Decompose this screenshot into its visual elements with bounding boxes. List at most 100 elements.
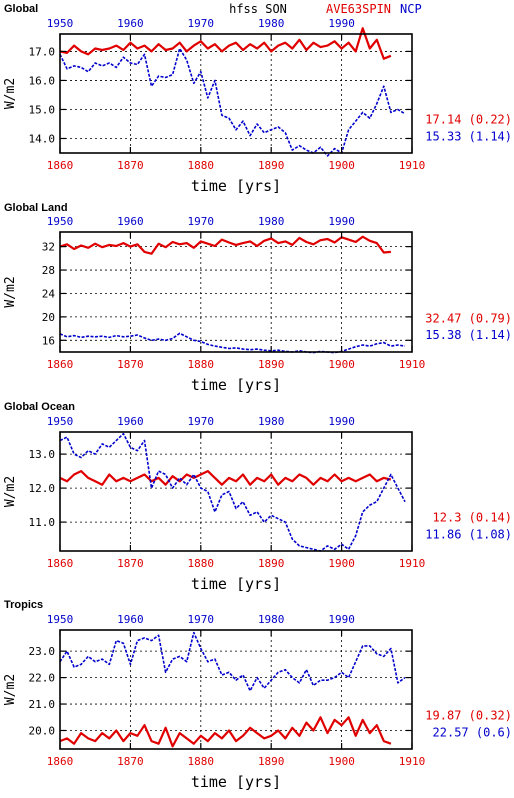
x-tick-label-top: 1950 [47,215,74,228]
x-tick-label-bottom: 1910 [399,755,426,768]
x-tick-label-bottom: 1880 [188,358,215,371]
y-axis-label: W/m2 [3,674,18,705]
y-tick-label: 32 [42,241,55,254]
x-tick-label-bottom: 1900 [328,358,355,371]
panel-title: Global [4,3,38,15]
y-tick-label: 21.0 [29,698,56,711]
panel-title: Tropics [4,599,43,611]
series-stat-label: 15.38 (1.14) [425,328,512,342]
series-line-ave63spin [59,235,391,255]
y-tick-label: 23.0 [29,645,56,658]
series-stat-label: 22.57 (0.6) [433,725,512,739]
y-tick-label: 13.0 [29,448,56,461]
y-tick-label: 15.0 [29,103,56,116]
model-a-label: AVE63SPIN [326,2,391,16]
panel-global-ocean: Global Ocean 12.3 (0.14) 11.86 (1.08) 1860… [3,401,512,593]
x-tick-label-bottom: 1890 [258,557,285,570]
x-tick-label-top: 1980 [258,613,285,626]
series-line-ave63spin [59,716,392,748]
variable-title: hfss SON [229,2,287,16]
panel-global-land: Global Land 32.47 (0.79) 15.38 (1.14) 1860… [3,202,512,394]
y-tick-label: 11.0 [29,516,56,529]
x-tick-label-bottom: 1910 [399,557,426,570]
x-tick-label-top: 1990 [328,215,355,228]
plot-frame [59,33,413,154]
x-tick-label-top: 1970 [188,215,215,228]
x-tick-label-bottom: 1890 [258,159,285,172]
panel-global: Global 17.14 (0.22) 15.33 (1.14) 1860 1870 1… [3,3,512,195]
x-tick-label-bottom: 1870 [117,159,144,172]
x-tick-label-top: 1950 [47,17,74,30]
x-axis-label: time [yrs] [191,376,281,394]
x-tick-label-top: 1960 [117,415,144,428]
y-tick-label: 24 [42,287,56,300]
series-stat-label: 19.87 (0.32) [425,709,512,723]
plot-frame [59,629,413,750]
series-line-ncp [59,631,406,692]
series-line-ave63spin [59,27,392,60]
x-tick-label-bottom: 1860 [47,755,74,768]
x-tick-label-bottom: 1870 [117,358,144,371]
model-b-label: NCP [400,2,422,16]
x-tick-label-bottom: 1860 [47,358,74,371]
series-line-ncp [59,332,406,354]
x-tick-label-top: 1950 [47,613,74,626]
x-tick-label-top: 1960 [117,613,144,626]
y-tick-label: 12.0 [29,482,56,495]
x-tick-label-bottom: 1900 [328,557,355,570]
x-tick-label-bottom: 1870 [117,755,144,768]
y-axis-label: W/m2 [3,476,18,507]
x-tick-label-bottom: 1880 [188,557,215,570]
series-stat-label: 15.33 (1.14) [425,129,512,143]
y-axis-label: W/m2 [3,276,18,307]
x-tick-label-bottom: 1870 [117,557,144,570]
x-tick-label-top: 1980 [258,215,285,228]
x-tick-label-top: 1970 [188,613,215,626]
x-tick-label-bottom: 1890 [258,755,285,768]
x-tick-label-bottom: 1910 [399,358,426,371]
x-tick-label-top: 1990 [328,613,355,626]
series-stat-label: 11.86 (1.08) [425,527,512,541]
y-tick-label: 28 [42,264,55,277]
x-tick-label-top: 1950 [47,415,74,428]
x-axis-label: time [yrs] [191,773,281,791]
x-tick-label-top: 1960 [117,17,144,30]
series-line-ncp [59,47,406,157]
plot-frame [59,431,413,552]
panel-tropics: Tropics 19.87 (0.32) 22.57 (0.6) 1860 1870 1… [3,599,512,791]
series-stat-label: 12.3 (0.14) [433,511,512,525]
y-axis-label: W/m2 [3,78,18,109]
series-stat-label: 17.14 (0.22) [425,113,512,127]
plot-frame [59,231,413,353]
x-tick-label-bottom: 1860 [47,557,74,570]
x-tick-label-top: 1960 [117,215,144,228]
x-tick-label-bottom: 1900 [328,159,355,172]
series-line-ave63spin [59,470,392,486]
figure-header: hfss SON AVE63SPIN NCP [229,2,422,16]
x-tick-label-bottom: 1890 [258,358,285,371]
x-tick-label-top: 1990 [328,415,355,428]
y-tick-label: 16 [42,334,55,347]
panel-title: Global Ocean [4,401,75,413]
series-line-ncp [59,432,406,552]
x-tick-label-top: 1970 [188,17,215,30]
x-tick-label-bottom: 1900 [328,755,355,768]
x-axis-label: time [yrs] [191,575,281,593]
x-tick-label-top: 1980 [258,17,285,30]
x-tick-label-top: 1990 [328,17,355,30]
series-stat-label: 32.47 (0.79) [425,311,512,325]
x-tick-label-bottom: 1880 [188,159,215,172]
x-tick-label-top: 1970 [188,415,215,428]
x-axis-label: time [yrs] [191,177,281,195]
panel-title: Global Land [4,202,68,214]
x-tick-label-bottom: 1860 [47,159,74,172]
y-tick-label: 20 [42,311,55,324]
y-tick-label: 17.0 [29,45,56,58]
y-tick-label: 16.0 [29,74,56,87]
y-tick-label: 22.0 [29,672,56,685]
x-tick-label-bottom: 1880 [188,755,215,768]
y-tick-label: 20.0 [29,724,56,737]
x-tick-label-bottom: 1910 [399,159,426,172]
x-tick-label-top: 1980 [258,415,285,428]
